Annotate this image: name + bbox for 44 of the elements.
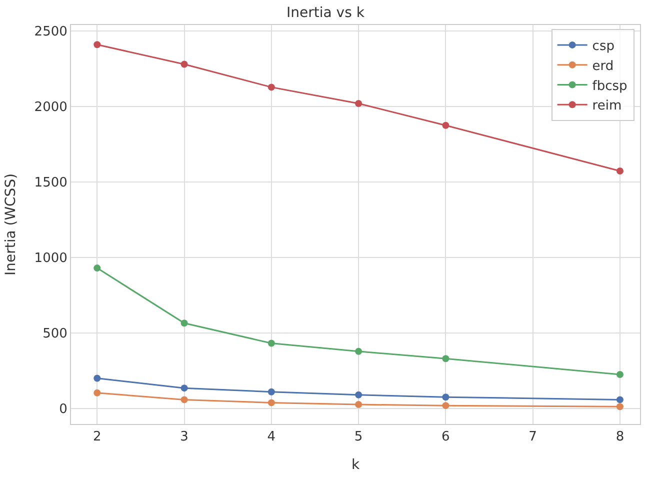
x-tick-label: 6: [442, 430, 450, 445]
point: [355, 401, 362, 408]
y-tick-label: 0: [59, 402, 68, 417]
x-tick-label: 5: [354, 430, 363, 445]
point: [94, 374, 101, 382]
y-tick-label: 1000: [34, 251, 68, 266]
point: [442, 402, 450, 410]
chart-title: Inertia vs k: [286, 4, 366, 21]
x-axis-title: k: [351, 456, 360, 473]
x-tick-label: 3: [180, 430, 188, 445]
legend-label: fbcsp: [592, 78, 628, 94]
y-tick-label: 500: [42, 326, 68, 342]
y-axis-title: Inertia (WCSS): [2, 173, 19, 276]
point: [355, 391, 362, 398]
point: [180, 396, 188, 404]
point: [355, 348, 362, 355]
point: [94, 41, 101, 48]
point: [442, 122, 450, 129]
y-tick-label: 1500: [34, 176, 68, 191]
point: [268, 399, 275, 406]
point: [616, 403, 624, 410]
legend-label: erd: [592, 58, 614, 74]
point: [94, 264, 101, 272]
x-tick-label: 8: [616, 430, 624, 445]
legend-label: csp: [592, 39, 614, 54]
point: [180, 320, 188, 327]
y-tick-label: 2000: [34, 100, 68, 116]
point: [268, 84, 275, 91]
point: [442, 394, 450, 401]
point: [616, 396, 624, 404]
point: [616, 167, 624, 174]
x-tick-label: 7: [528, 430, 537, 445]
point: [268, 340, 275, 347]
x-tick-label: 4: [267, 430, 276, 445]
point: [442, 355, 450, 362]
legend-label: reim: [592, 98, 622, 114]
point: [355, 100, 362, 107]
x-tick-label: 2: [93, 430, 102, 445]
point: [180, 60, 188, 68]
point: [180, 384, 188, 392]
y-tick-label: 2500: [34, 24, 68, 40]
point: [94, 389, 101, 396]
point: [268, 388, 275, 396]
point: [616, 370, 624, 378]
